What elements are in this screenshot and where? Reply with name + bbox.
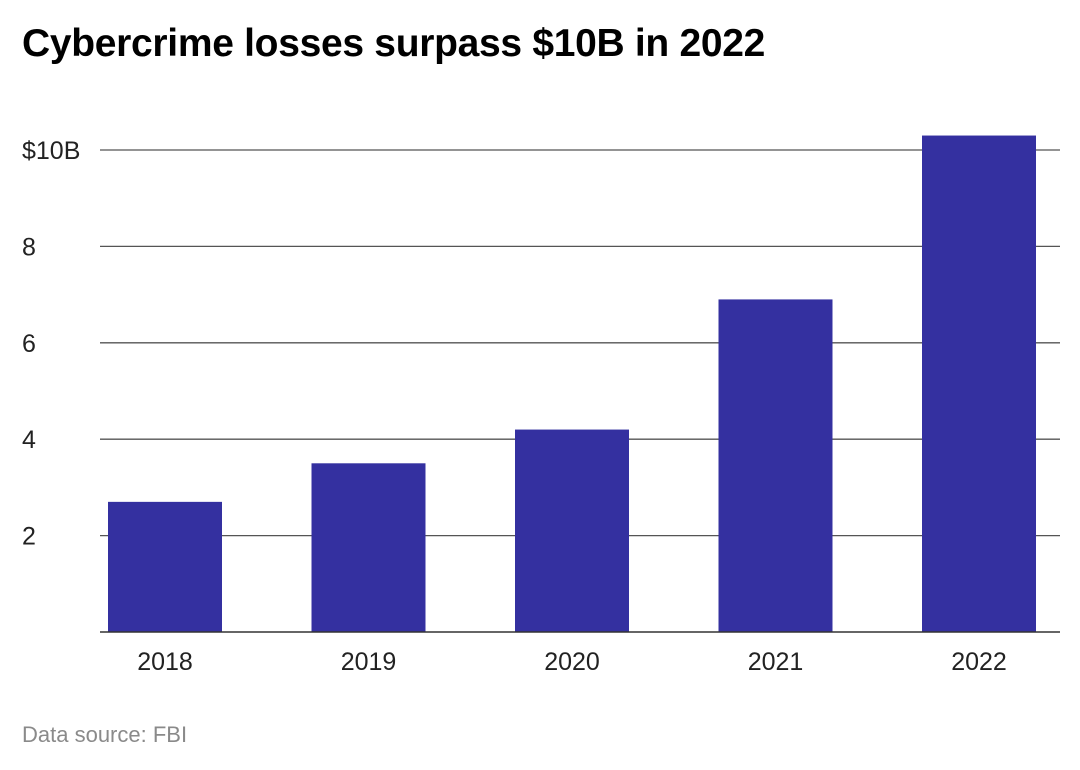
chart-title: Cybercrime losses surpass $10B in 2022 [22, 22, 766, 65]
x-tick-label: 2020 [544, 648, 600, 676]
y-tick-label: 6 [22, 330, 36, 358]
x-tick-label: 2022 [951, 648, 1007, 676]
y-tick-label: 4 [22, 426, 36, 454]
bar-2021 [718, 299, 833, 632]
x-tick-label: 2021 [748, 648, 804, 676]
data-source: Data source: FBI [22, 722, 188, 747]
bar-2020 [515, 429, 629, 632]
y-tick-label: 8 [22, 233, 36, 261]
y-tick-label: 2 [22, 523, 36, 551]
x-tick-label: 2018 [137, 648, 193, 676]
bar-2018 [108, 501, 222, 632]
bar-2022 [922, 135, 1036, 633]
y-tick-label: $10B [22, 137, 80, 165]
x-tick-label: 2019 [341, 648, 397, 676]
bar-2019 [311, 463, 426, 632]
